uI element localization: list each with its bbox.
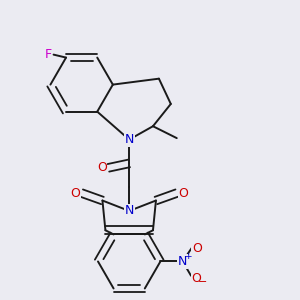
Text: N: N <box>124 133 134 146</box>
Text: −: − <box>198 277 207 287</box>
Text: F: F <box>45 48 52 61</box>
Text: O: O <box>191 272 201 285</box>
Text: +: + <box>184 252 192 261</box>
Text: O: O <box>70 187 80 200</box>
Text: O: O <box>97 161 107 174</box>
Text: N: N <box>124 204 134 218</box>
Text: O: O <box>192 242 202 255</box>
Text: O: O <box>178 187 188 200</box>
Text: N: N <box>178 255 188 268</box>
